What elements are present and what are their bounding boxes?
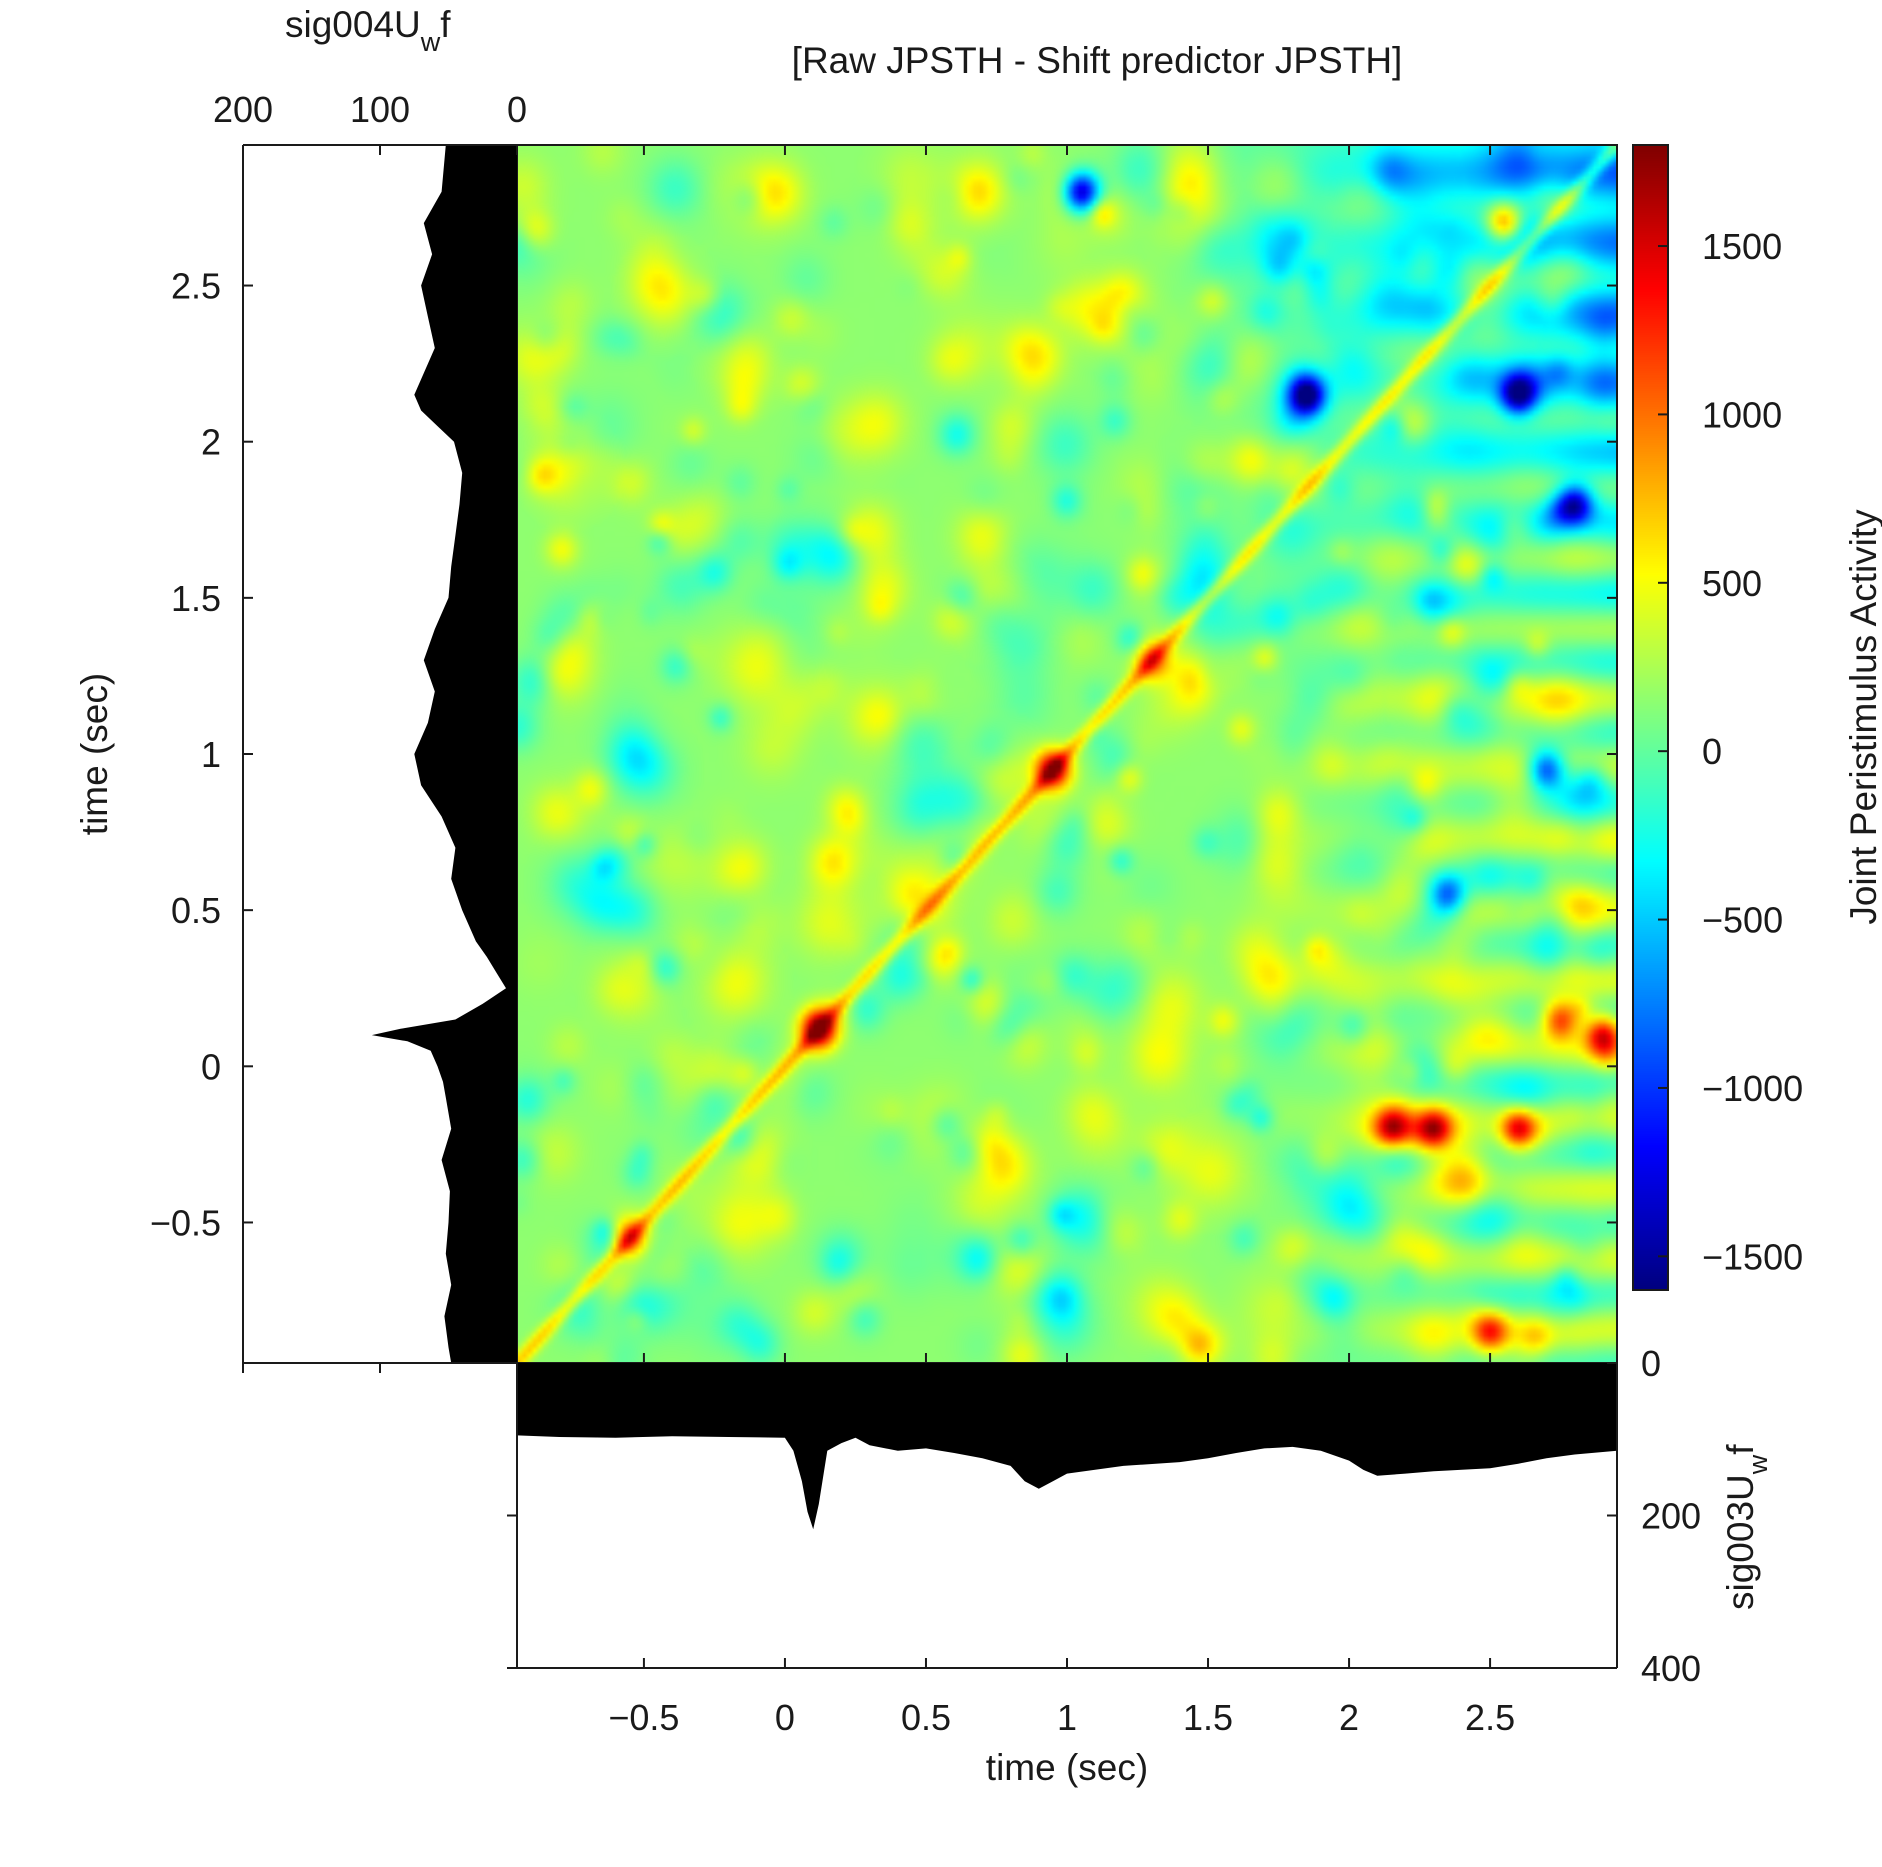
- time-ytick-label-4: 1.5: [171, 578, 221, 619]
- time-xtick-label-6: 2.5: [1465, 1697, 1515, 1738]
- time-ytick-label-6: 2.5: [171, 266, 221, 307]
- x-axis-label: time (sec): [986, 1747, 1148, 1788]
- bottom-psth-tick-label-0: 0: [1641, 1343, 1661, 1384]
- bottom-psth-tick-label-1: 200: [1641, 1496, 1701, 1537]
- colorbar-tick-label-0: −1500: [1702, 1236, 1803, 1277]
- left-psth-label: sig004Uwf: [285, 4, 451, 57]
- heatmap-canvas: [517, 145, 1617, 1363]
- left-psth-area: [371, 145, 517, 1363]
- colorbar-tick-label-2: −500: [1702, 900, 1783, 941]
- colorbar: −1500 −1000 −500 0 500 1000 1500 Joint Peristi…: [1632, 144, 1882, 1291]
- left-psth-tick-label-2: 0: [507, 89, 527, 130]
- left-psth-tick-label-0: 200: [213, 89, 273, 130]
- time-xtick-label-1: 0: [775, 1697, 795, 1738]
- chart-title: [Raw JPSTH - Shift predictor JPSTH]: [792, 40, 1403, 81]
- left-psth-panel: 200 100 0 −0.5 0 0.5 1 1.5 2 2.5 sig004Uwf time …: [74, 4, 527, 1373]
- colorbar-tick-label-3: 0: [1702, 731, 1722, 772]
- colorbar-tick-label-5: 1000: [1702, 394, 1782, 435]
- colorbar-tick-label-6: 1500: [1702, 226, 1782, 267]
- time-x-ticks: −0.5 0 0.5 1 1.5 2 2.5: [608, 1658, 1515, 1738]
- colorbar-ticks: −1500 −1000 −500 0 500 1000 1500: [1658, 226, 1803, 1277]
- time-y-ticks: −0.5 0 0.5 1 1.5 2 2.5: [150, 266, 253, 1243]
- time-ytick-label-0: −0.5: [150, 1202, 221, 1243]
- heatmap-x-ticks: [642, 145, 1492, 1363]
- time-xtick-label-2: 0.5: [901, 1697, 951, 1738]
- time-xtick-label-5: 2: [1339, 1697, 1359, 1738]
- colorbar-frame: [1632, 144, 1669, 1291]
- time-ytick-label-3: 1: [201, 734, 221, 775]
- colorbar-tick-label-4: 500: [1702, 563, 1762, 604]
- time-xtick-label-3: 1: [1057, 1697, 1077, 1738]
- colorbar-tick-label-1: −1000: [1702, 1068, 1803, 1109]
- time-ytick-label-5: 2: [201, 422, 221, 463]
- bottom-psth-tick-label-2: 400: [1641, 1648, 1701, 1689]
- bottom-psth-label: sig003Uwf: [1720, 1444, 1773, 1610]
- colorbar-label: Joint Peristimulus Activity: [1843, 509, 1882, 925]
- time-xtick-label-0: −0.5: [608, 1697, 679, 1738]
- time-ytick-label-1: 0: [201, 1046, 221, 1087]
- time-xtick-label-4: 1.5: [1183, 1697, 1233, 1738]
- left-psth-ticks: 200 100 0: [213, 89, 527, 1373]
- heatmap-y-ticks: [1607, 284, 1617, 1224]
- time-ytick-label-2: 0.5: [171, 890, 221, 931]
- colorbar-canvas: [1633, 145, 1668, 1290]
- left-psth-tick-label-1: 100: [350, 89, 410, 130]
- jpsth-heatmap: [516, 144, 1618, 1364]
- bottom-psth-ticks: 0 200 400: [507, 1343, 1701, 1689]
- bottom-psth-panel: 0 200 400 −0.5 0 0.5 1 1.5 2 2.5 time (sec) sig0…: [507, 1343, 1773, 1788]
- y-axis-label: time (sec): [74, 673, 115, 835]
- bottom-psth-area: [517, 1363, 1617, 1530]
